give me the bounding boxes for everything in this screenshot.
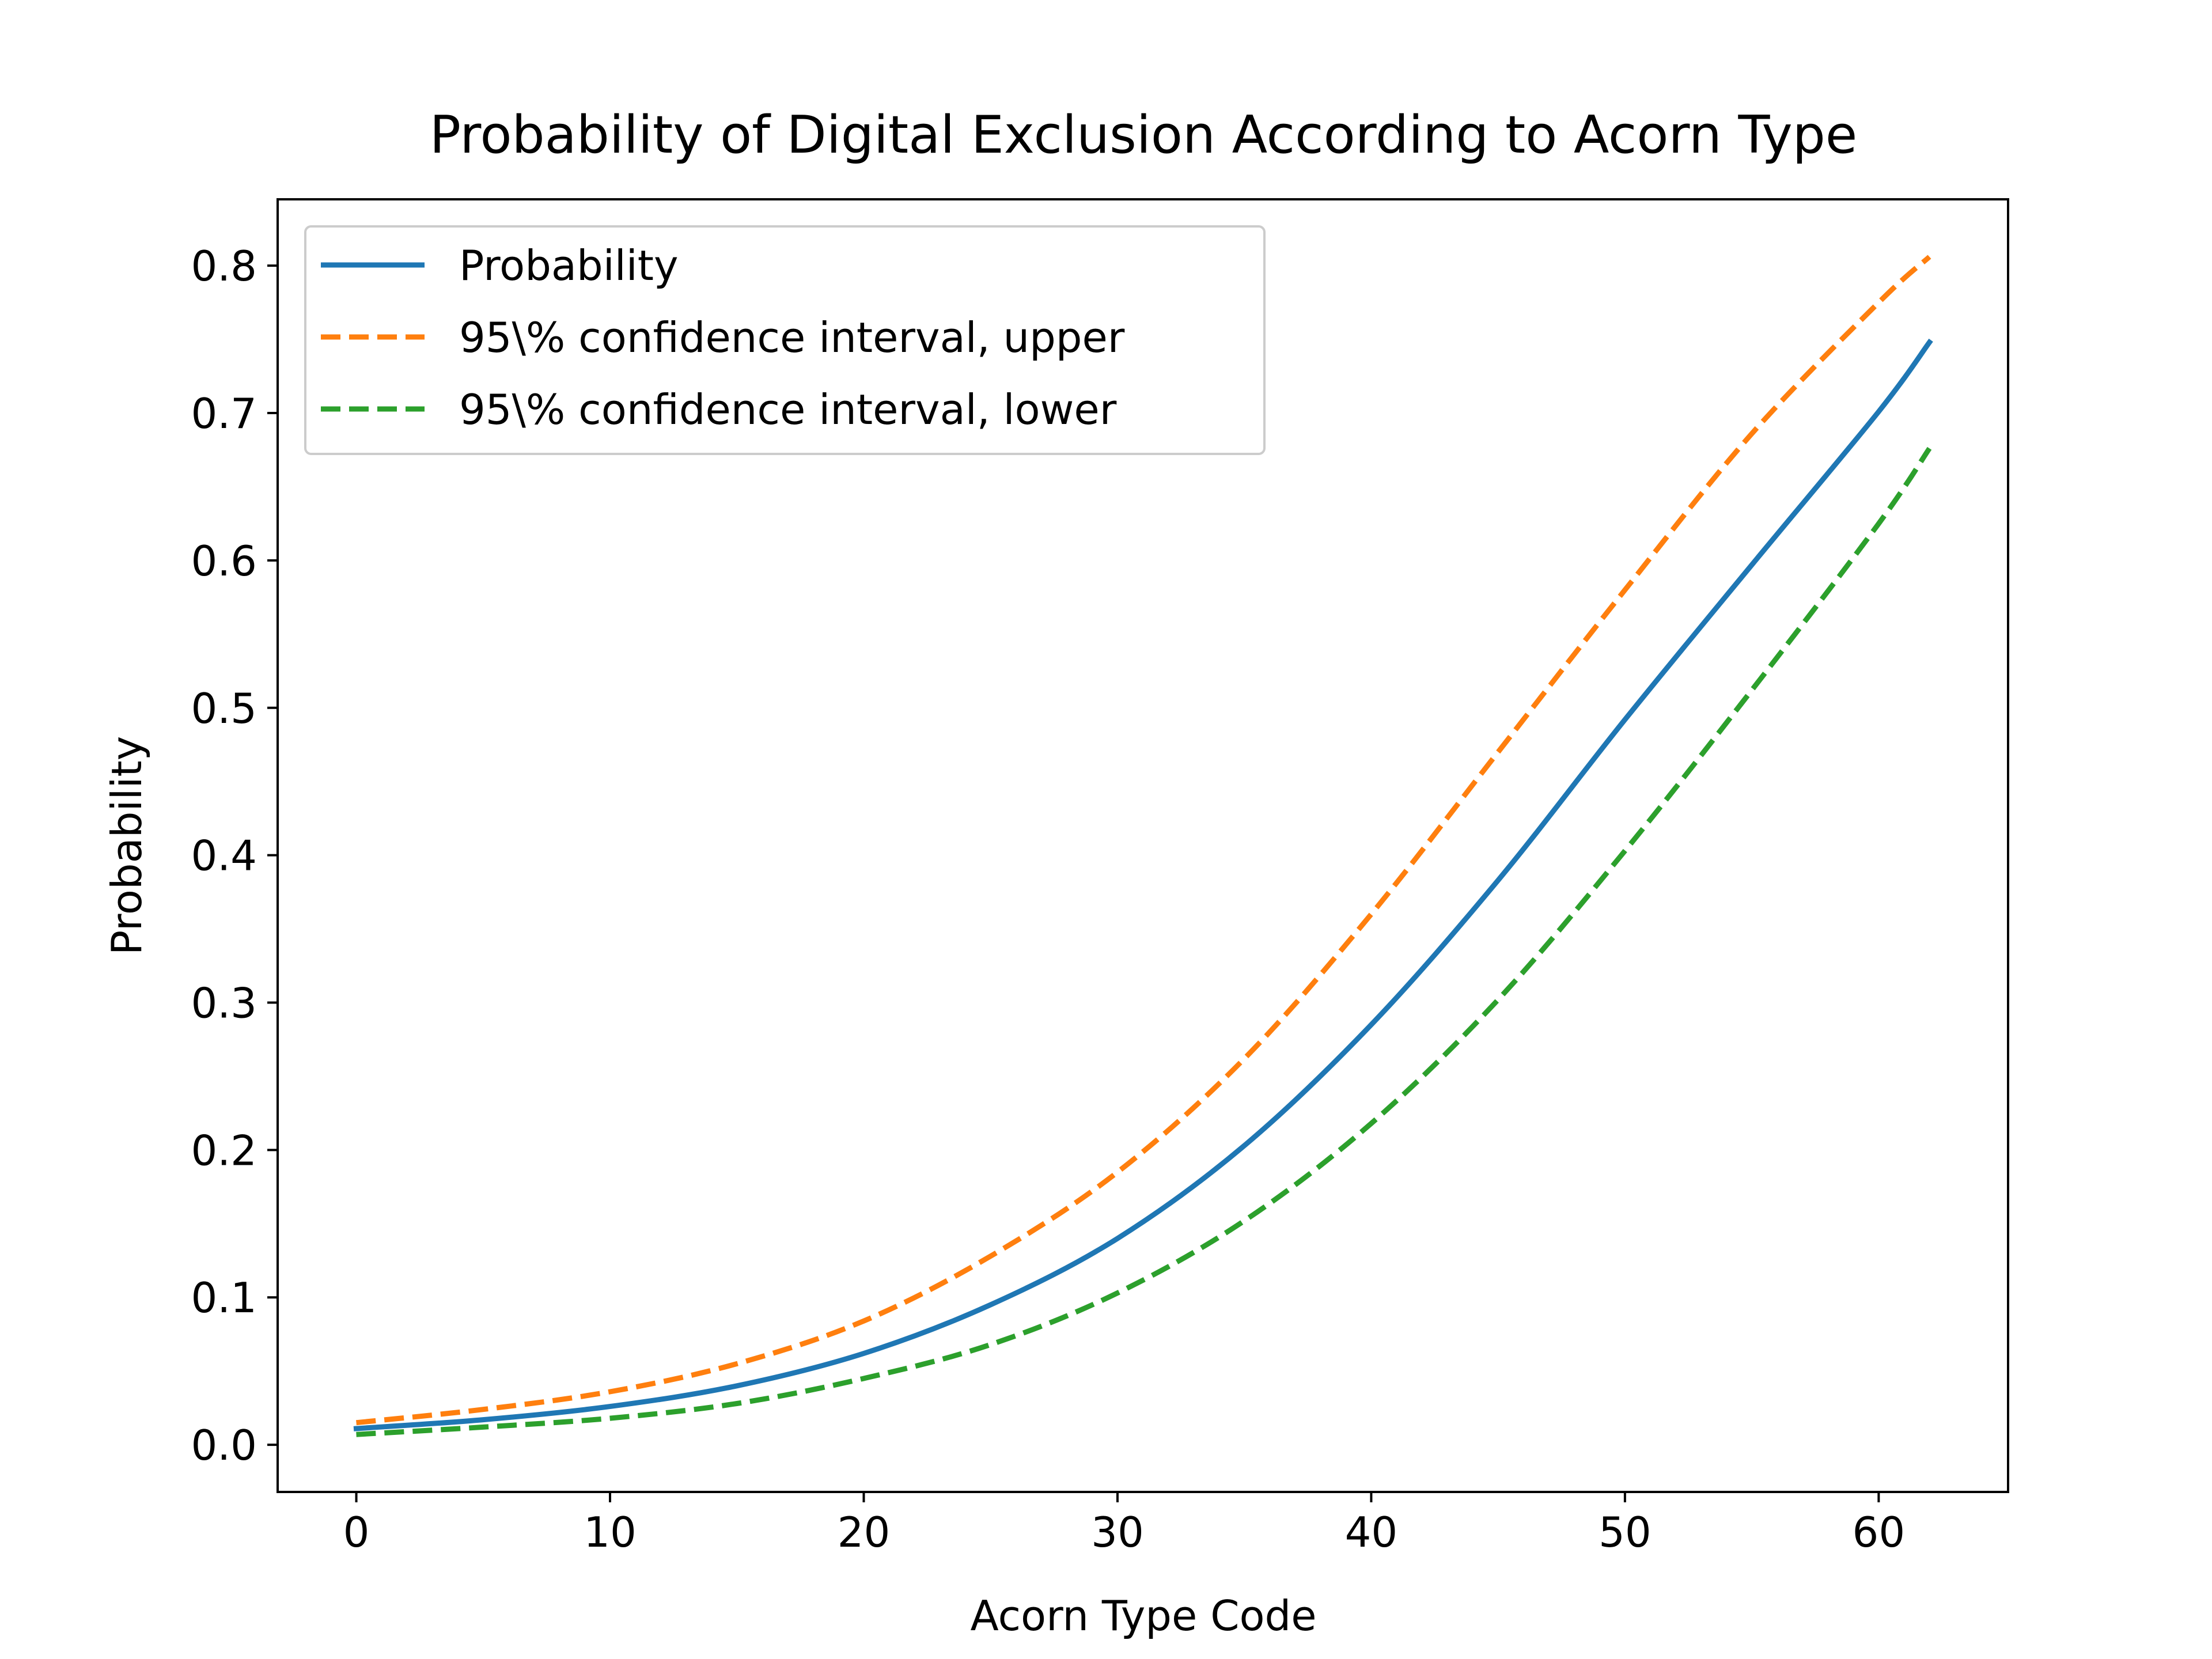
y-tick-label: 0.2 (191, 1126, 257, 1175)
series-line-1 (356, 255, 1931, 1426)
axes-frame (276, 198, 2009, 1493)
x-axis: 0 10 20 30 40 50 60 (343, 1492, 1906, 1556)
y-tick-label: 0.1 (191, 1274, 257, 1322)
legend-label-0: Probability (459, 241, 679, 290)
chart-title: Probability of Digital Exclusion Accordi… (430, 105, 1858, 165)
y-axis: 0.0 0.1 0.2 0.3 0.4 0.5 0.6 0.7 0.8 (191, 242, 278, 1469)
x-tick-label: 0 (343, 1508, 370, 1556)
x-tick-label: 20 (838, 1508, 891, 1556)
x-axis-label: Acorn Type Code (970, 1592, 1316, 1640)
series-line-0 (353, 338, 1933, 1431)
x-tick-label: 50 (1599, 1508, 1652, 1556)
y-tick-label: 0.0 (191, 1421, 257, 1469)
y-axis-label: Probability (103, 736, 151, 956)
x-tick-label: 40 (1345, 1508, 1398, 1556)
y-tick-label: 0.3 (191, 979, 257, 1028)
legend-label-2: 95\% confidence interval, lower (459, 385, 1117, 434)
y-tick-label: 0.5 (191, 684, 257, 733)
y-tick-label: 0.6 (191, 537, 257, 585)
series-layer (353, 255, 1933, 1437)
y-tick-label: 0.7 (191, 389, 257, 438)
x-tick-label: 10 (584, 1508, 637, 1556)
y-tick-label: 0.8 (191, 242, 257, 290)
y-tick-label: 0.4 (191, 832, 257, 880)
legend: Probability 95\% confidence interval, upp… (304, 225, 1266, 455)
legend-box (304, 225, 1266, 455)
legend-label-1: 95\% confidence interval, upper (459, 313, 1125, 362)
x-tick-label: 60 (1853, 1508, 1906, 1556)
x-tick-label: 30 (1091, 1508, 1144, 1556)
series-line-2 (356, 446, 1932, 1437)
